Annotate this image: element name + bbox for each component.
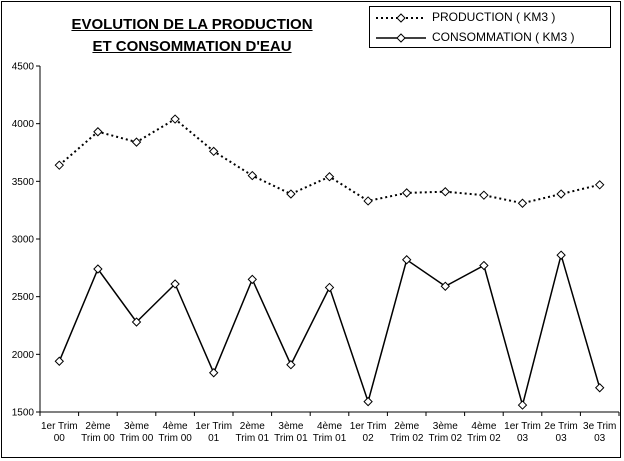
y-tick-label: 3000 <box>12 235 35 246</box>
legend-consommation-label: CONSOMMATION ( KM3 ) <box>432 30 575 44</box>
consommation-point <box>286 360 296 370</box>
consommation-point <box>556 250 566 260</box>
legend-consommation-swatch <box>376 33 426 43</box>
consommation-point <box>440 281 451 291</box>
x-tick-label: 3e Trim 03 <box>583 421 616 444</box>
legend: PRODUCTION ( KM3 ) CONSOMMATION ( KM3 ) <box>369 6 611 48</box>
x-tick-label: 4ème Trim 02 <box>467 421 501 444</box>
production-point <box>54 160 65 170</box>
production-point <box>93 127 103 137</box>
chart-title-line2: ET CONSOMMATION D'EAU <box>92 38 292 55</box>
production-point <box>440 187 451 197</box>
consommation-point <box>324 282 335 293</box>
production-point <box>401 188 412 198</box>
consommation-point <box>517 400 528 410</box>
y-tick-label: 2000 <box>12 350 35 361</box>
production-point <box>208 146 219 157</box>
x-tick-label: 4ème Trim 01 <box>313 421 347 444</box>
consommation-point <box>54 356 65 366</box>
production-point <box>131 137 142 147</box>
consommation-point <box>401 255 412 265</box>
production-point <box>247 170 258 181</box>
consommation-point <box>208 368 219 378</box>
consommation-point <box>594 383 605 393</box>
consommation-point <box>363 396 373 407</box>
consommation-point <box>93 264 103 274</box>
consommation-point <box>479 260 489 271</box>
y-tick-label: 4500 <box>12 62 35 73</box>
x-tick-label: 1er Trim 02 <box>350 421 387 444</box>
x-tick-label: 1er Trim 00 <box>41 421 78 444</box>
legend-production-swatch <box>376 13 426 23</box>
consommation-point <box>131 317 142 327</box>
production-point <box>363 196 373 206</box>
x-tick-label: 2ème Trim 00 <box>81 421 115 444</box>
production-point <box>286 189 296 199</box>
legend-item-production: PRODUCTION ( KM3 ) <box>370 9 610 27</box>
production-point <box>479 190 489 200</box>
x-tick-label: 3ème Trim 01 <box>274 421 308 444</box>
production-point <box>170 114 180 124</box>
production-point <box>324 172 335 182</box>
y-tick-label: 1500 <box>12 408 35 419</box>
y-tick-label: 3500 <box>12 177 35 188</box>
x-tick-label: 3ème Trim 00 <box>120 421 154 444</box>
production-point <box>517 198 528 208</box>
x-tick-label: 2e Trim 03 <box>544 421 577 444</box>
series-line-consommation <box>58 252 601 409</box>
y-tick-label: 2500 <box>12 292 35 303</box>
x-tick-label: 4ème Trim 00 <box>158 421 192 444</box>
x-tick-label: 1er Trim 01 <box>195 421 232 444</box>
x-tick-label: 2ème Trim 02 <box>390 421 424 444</box>
consommation-point <box>247 274 258 285</box>
y-tick-label: 4000 <box>12 119 35 130</box>
x-tick-label: 2ème Trim 01 <box>236 421 270 444</box>
legend-production-label: PRODUCTION ( KM3 ) <box>432 10 556 24</box>
production-point <box>594 180 605 190</box>
x-tick-label: 1er Trim 03 <box>504 421 541 444</box>
x-tick-label: 3ème Trim 02 <box>429 421 463 444</box>
legend-item-consommation: CONSOMMATION ( KM3 ) <box>370 29 610 47</box>
chart-title-line1: EVOLUTION DE LA PRODUCTION <box>71 16 313 33</box>
series-line-production <box>58 117 600 205</box>
consommation-point <box>170 279 180 289</box>
production-point <box>556 189 566 199</box>
